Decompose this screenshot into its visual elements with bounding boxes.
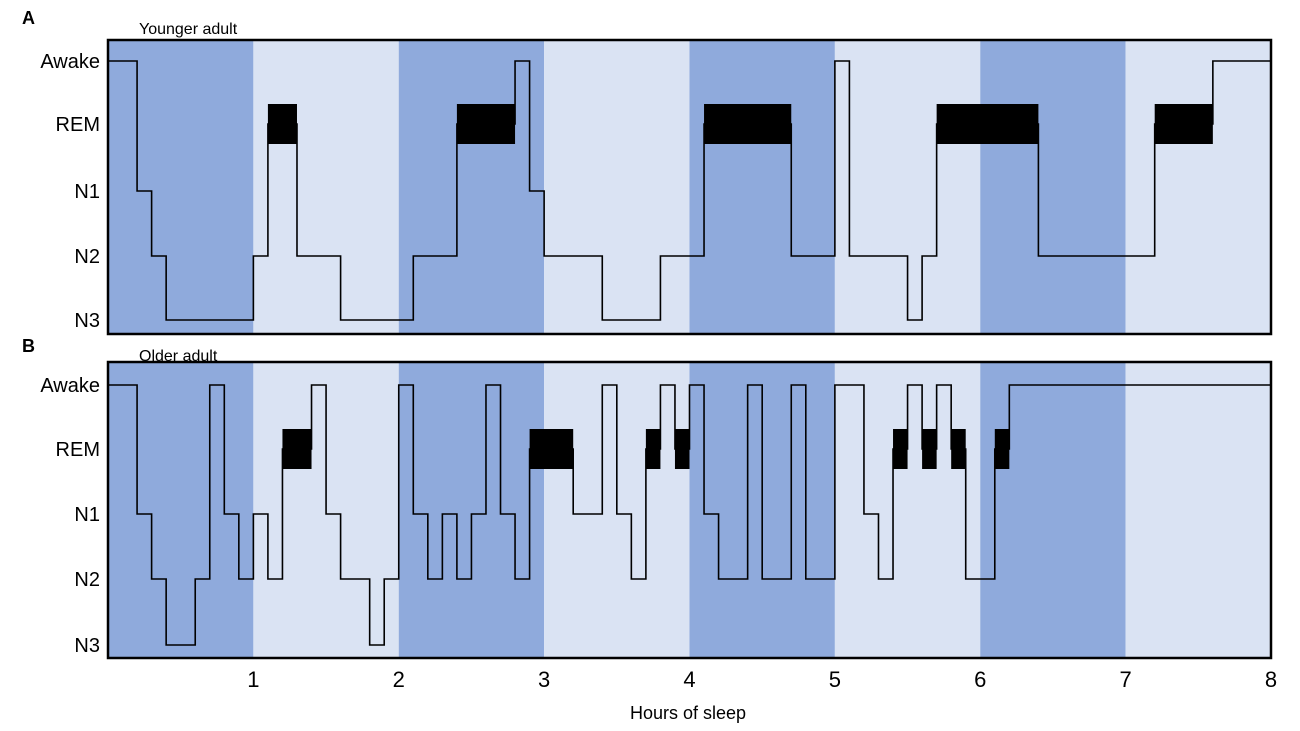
y-tick-label: N3 [74, 310, 100, 332]
y-tick-label: N3 [74, 635, 100, 657]
y-tick-label: N1 [74, 181, 100, 203]
y-tick-label: N2 [74, 246, 100, 268]
y-tick-label: N2 [74, 569, 100, 591]
hour-band [253, 40, 399, 334]
panel-title: Older adult [139, 348, 218, 365]
x-tick-label: 5 [829, 667, 841, 692]
x-tick-label: 4 [683, 667, 695, 692]
panel-b: Awake REM N1 N2 N3 B Older adult 1 2 3 4 5 6 7 8 Hours … [22, 336, 1277, 723]
y-tick-label: Awake [40, 375, 100, 397]
hour-band [398, 40, 545, 334]
hour-band [980, 362, 1126, 658]
hour-band [980, 40, 1126, 334]
sleep-stage-line [108, 60, 1271, 321]
x-tick-label: 1 [247, 667, 259, 692]
x-tick-label: 8 [1265, 667, 1277, 692]
x-tick-label: 2 [393, 667, 405, 692]
hour-band [108, 40, 254, 334]
y-tick-label: N1 [74, 504, 100, 526]
y-tick-label: REM [56, 439, 100, 461]
y-tick-label: Awake [40, 51, 100, 73]
x-axis-label: Hours of sleep [630, 703, 746, 723]
panel-title: Younger adult [139, 21, 238, 38]
x-tick-label: 7 [1120, 667, 1132, 692]
panel-letter: B [22, 336, 35, 356]
panel-letter: A [22, 8, 35, 28]
hour-band [689, 40, 835, 334]
hour-band [1125, 40, 1271, 334]
hour-band [398, 362, 545, 658]
x-tick-label: 3 [538, 667, 550, 692]
plot-frame [106, 38, 1273, 336]
y-tick-label: REM [56, 114, 100, 136]
x-tick-label: 6 [974, 667, 986, 692]
hour-band [108, 362, 254, 658]
hour-band [1125, 362, 1271, 658]
sleep-stage-line [108, 384, 1271, 646]
plot-frame [106, 360, 1273, 660]
hour-band [544, 40, 690, 334]
panel-a: Awake REM N1 N2 N3 A Younger adult [22, 8, 1273, 336]
